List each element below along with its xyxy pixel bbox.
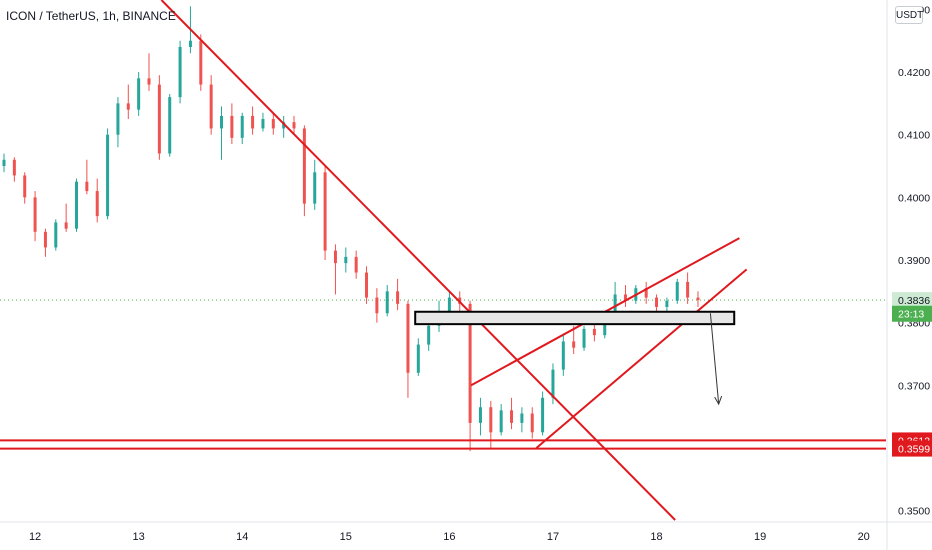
countdown-label: 23:13: [898, 309, 924, 321]
candle-body: [95, 191, 99, 217]
candle-body: [396, 291, 400, 304]
candle-body: [126, 103, 130, 110]
price-tick-label: 0.4000: [898, 192, 930, 204]
arrow-head: [714, 395, 723, 406]
candle-body: [209, 84, 213, 129]
candle-body: [478, 407, 482, 423]
candlestick-series: [2, 6, 700, 452]
quote-unit-button[interactable]: USDT: [895, 6, 923, 24]
candle-body: [157, 84, 161, 154]
candle-body: [686, 281, 690, 298]
candle-body: [365, 272, 369, 298]
support-price-label: 0.3599: [898, 444, 930, 456]
candle-body: [510, 410, 514, 423]
candle-body: [220, 115, 224, 129]
candle-body: [427, 325, 431, 345]
candle-body: [541, 397, 545, 433]
candle-body: [54, 222, 58, 248]
time-tick-label: 19: [754, 531, 766, 543]
candle-body: [489, 407, 493, 433]
candle-body: [665, 300, 669, 307]
candle-body: [323, 172, 327, 251]
candle-body: [178, 46, 182, 98]
trendline: [535, 268, 748, 449]
time-tick-label: 20: [858, 531, 870, 543]
candle-body: [64, 222, 68, 229]
candle-body: [582, 328, 586, 348]
candle-body: [644, 288, 648, 298]
candle-body: [603, 319, 607, 336]
candle-body: [23, 175, 27, 198]
candle-body: [168, 97, 172, 154]
candle-body: [261, 119, 265, 129]
candle-body: [696, 297, 700, 301]
candle-body: [385, 291, 389, 314]
candle-body: [292, 122, 296, 129]
price-tick-label: 0.4100: [898, 130, 930, 142]
drawing-layer[interactable]: [0, 0, 886, 521]
time-axis: 12 13 14 15 16 17 18 19 20: [0, 521, 932, 543]
trendline: [160, 0, 676, 521]
candle-body: [561, 341, 565, 370]
candle-body: [655, 297, 659, 307]
candle-body: [592, 328, 596, 336]
time-tick-label: 13: [133, 531, 145, 543]
candle-body: [499, 410, 503, 433]
candle-body: [572, 341, 576, 348]
time-tick-label: 17: [547, 531, 559, 543]
price-tick-label: 0.3500: [898, 506, 930, 518]
candle-body: [33, 197, 37, 232]
candle-body: [2, 159, 6, 167]
candle-body: [344, 256, 348, 264]
candle-body: [271, 119, 275, 129]
price-tick-label: 0.3900: [898, 255, 930, 267]
candle-body: [530, 413, 534, 433]
last-price-label: 0.3836: [898, 295, 930, 307]
candle-body: [551, 369, 555, 398]
last-price-label-bg: [892, 292, 932, 309]
candle-body: [675, 281, 679, 301]
candle-body: [302, 128, 306, 204]
countdown-label-bg: [892, 305, 932, 322]
candle-body: [406, 303, 410, 373]
candle-body: [282, 122, 286, 129]
arrow-shaft: [709, 313, 720, 405]
candle-body: [468, 303, 472, 423]
candle-body: [137, 78, 141, 110]
time-tick-label: 12: [29, 531, 41, 543]
time-tick-label: 16: [443, 531, 455, 543]
candle-body: [12, 159, 16, 176]
candle-body: [251, 115, 255, 129]
resistance-zone: [414, 310, 736, 326]
candle-body: [199, 40, 203, 85]
candle-body: [75, 181, 79, 229]
price-tick-label: 0.4200: [898, 67, 930, 79]
time-tick-label: 14: [236, 531, 248, 543]
candle-body: [240, 115, 244, 138]
candle-body: [623, 294, 627, 301]
candle-body: [230, 115, 234, 138]
price-axis: 0.35000.36000.37000.38000.39000.40000.41…: [886, 0, 930, 550]
candle-body: [416, 344, 420, 373]
time-tick-label: 18: [650, 531, 662, 543]
candle-body: [520, 413, 524, 423]
candle-body: [447, 297, 451, 317]
chart-title: ICON / TetherUS, 1h, BINANCE: [6, 9, 176, 23]
candle-body: [106, 134, 110, 217]
candle-body: [313, 172, 317, 204]
candle-body: [375, 297, 379, 314]
candle-body: [188, 40, 192, 47]
candle-body: [147, 78, 151, 85]
price-tick-label: 0.3700: [898, 380, 930, 392]
candle-body: [354, 256, 358, 273]
candle-body: [43, 231, 47, 248]
candle-body: [333, 250, 337, 264]
candle-body: [85, 181, 89, 192]
candle-body: [116, 103, 120, 135]
time-tick-label: 15: [340, 531, 352, 543]
support-price-label-bg: [892, 440, 932, 457]
